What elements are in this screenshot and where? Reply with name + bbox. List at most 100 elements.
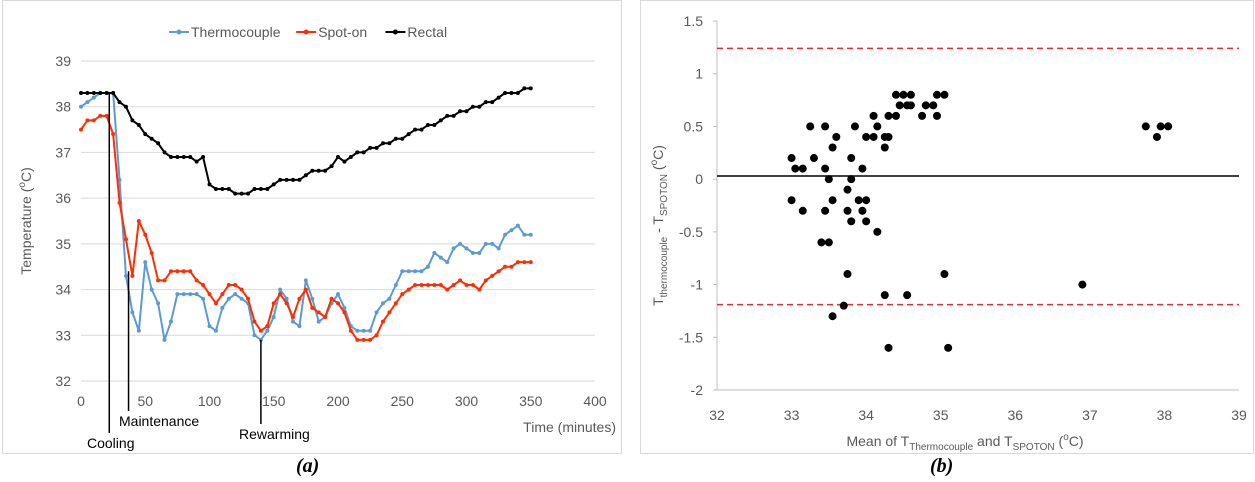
x-tick-label: 200 — [326, 393, 350, 409]
data-point — [98, 113, 103, 118]
data-point — [156, 301, 161, 306]
data-point — [265, 328, 270, 333]
caption-a: (a) — [296, 455, 320, 477]
data-point — [278, 177, 283, 182]
data-point — [207, 324, 212, 329]
data-point — [239, 296, 244, 301]
data-point — [91, 91, 96, 95]
data-point — [470, 251, 475, 255]
data-point — [329, 164, 334, 169]
data-point — [271, 301, 276, 306]
data-point — [503, 91, 508, 95]
data-point — [239, 287, 244, 292]
caption-b: (b) — [930, 455, 954, 477]
data-point — [348, 328, 353, 333]
data-point — [483, 241, 488, 246]
data-point — [168, 269, 173, 274]
data-point — [136, 219, 141, 223]
data-point — [98, 91, 103, 95]
data-point — [233, 283, 238, 287]
data-point — [252, 333, 257, 338]
data-point — [791, 164, 800, 173]
data-point — [445, 113, 450, 118]
data-point — [406, 269, 411, 274]
temperature-time-chart-panel: 32 33 34 35 36 37 38 39 0 50 100 150 200 250 300 350 400… — [2, 0, 622, 454]
data-point — [156, 278, 161, 283]
data-point — [509, 264, 514, 269]
data-point — [496, 246, 501, 251]
data-point — [496, 269, 501, 274]
data-point — [201, 155, 206, 159]
data-point — [400, 136, 405, 141]
data-point — [918, 111, 927, 120]
data-point — [336, 292, 340, 297]
data-point — [438, 283, 443, 287]
series-rectal — [79, 86, 533, 196]
y-tick-label: 1 — [695, 66, 703, 82]
data-point — [271, 315, 276, 319]
data-point — [117, 200, 122, 205]
data-point — [1156, 122, 1165, 131]
data-point — [393, 136, 398, 141]
data-point — [79, 91, 83, 95]
y-tick-label: 33 — [55, 327, 71, 343]
data-point — [515, 223, 520, 228]
data-point — [798, 164, 807, 173]
series-thermocouple — [79, 91, 533, 342]
data-point — [149, 251, 154, 255]
data-point — [323, 168, 328, 173]
data-point — [188, 292, 193, 297]
data-point — [181, 269, 186, 274]
data-point — [143, 260, 148, 265]
data-point — [854, 196, 863, 205]
data-point — [858, 206, 867, 215]
data-point — [181, 292, 186, 297]
data-point — [464, 246, 469, 251]
data-point — [201, 283, 206, 287]
data-point — [921, 101, 930, 110]
data-point — [787, 196, 796, 205]
data-point — [220, 292, 225, 297]
data-point — [496, 95, 501, 100]
data-point — [233, 292, 238, 297]
data-point — [297, 324, 302, 329]
data-point — [310, 296, 315, 301]
data-point — [458, 241, 463, 246]
data-point — [387, 141, 392, 146]
data-point — [361, 337, 366, 342]
annotation-label: Rewarming — [239, 426, 310, 442]
data-point — [400, 292, 405, 297]
data-point — [821, 122, 830, 131]
data-point — [201, 296, 206, 301]
data-point — [1141, 122, 1150, 131]
data-point — [246, 296, 251, 301]
data-point — [850, 122, 859, 131]
data-point — [380, 141, 385, 146]
data-point — [380, 301, 385, 306]
y-tick-label: 0 — [695, 171, 703, 187]
data-point — [291, 315, 296, 319]
x-tick-label: 50 — [137, 393, 153, 409]
x-tick-label: 38 — [1157, 407, 1173, 423]
series-spot-on — [79, 113, 533, 342]
legend-entry: Rectal — [385, 24, 447, 40]
data-point — [336, 301, 340, 306]
data-point — [374, 145, 379, 150]
data-point — [862, 196, 871, 205]
data-point — [483, 100, 488, 105]
data-point — [79, 104, 83, 109]
data-point — [168, 319, 173, 324]
y-tick-label: 36 — [55, 190, 71, 206]
data-point — [832, 132, 841, 141]
y-tick-label: -1 — [691, 277, 704, 293]
y-axis-label: Temperature (oC) — [17, 167, 34, 275]
x-tick-label: 250 — [391, 393, 415, 409]
data-point — [873, 122, 882, 131]
data-point — [104, 91, 109, 95]
data-point — [355, 150, 360, 155]
data-point — [464, 283, 469, 287]
data-point — [839, 301, 848, 310]
data-point — [348, 155, 353, 159]
x-tick-label: 150 — [262, 393, 286, 409]
data-point — [862, 132, 871, 141]
